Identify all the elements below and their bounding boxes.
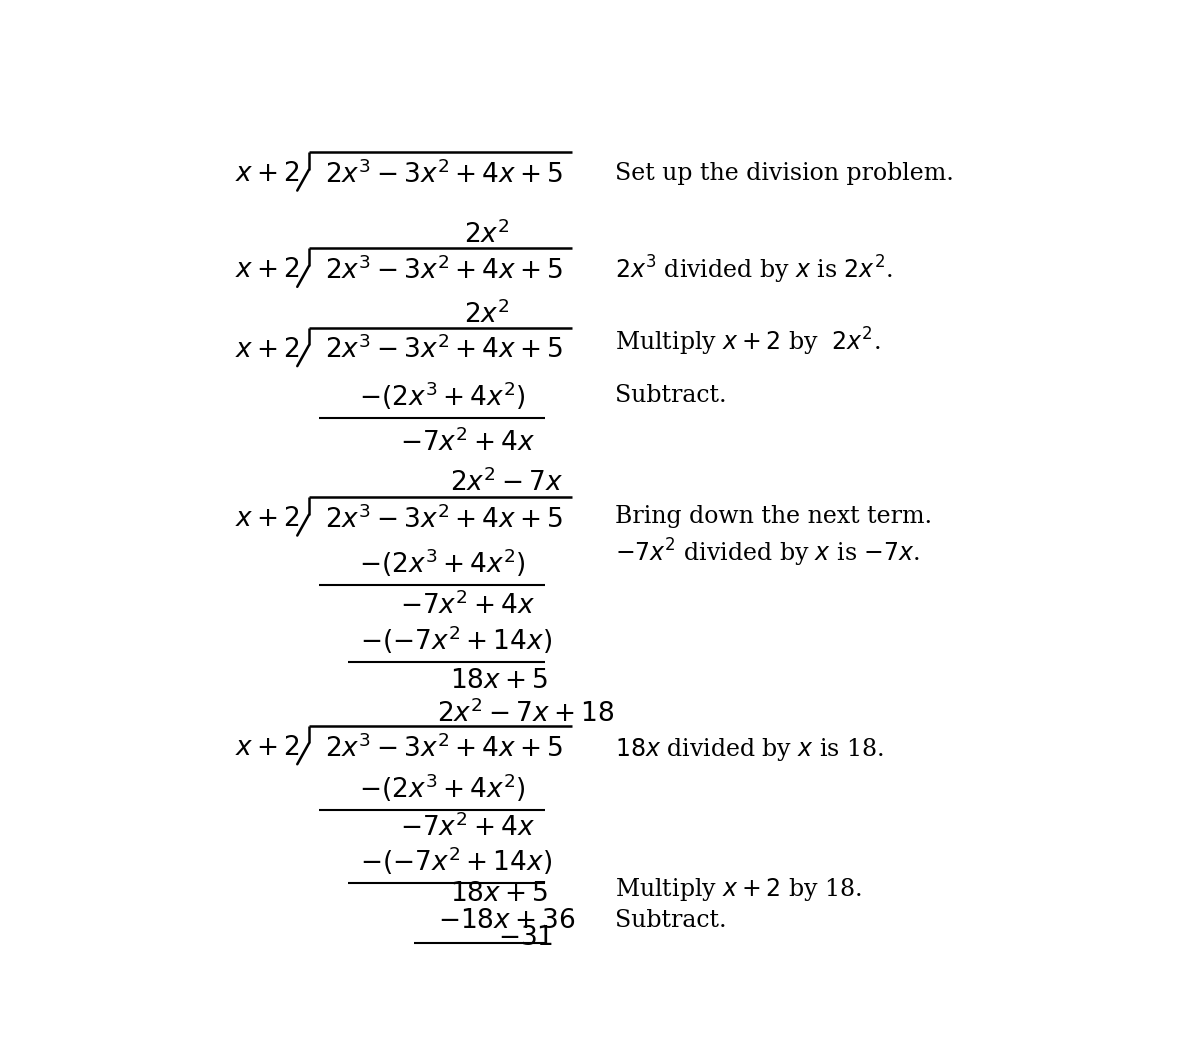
Text: $-(2x^3 + 4x^2)$: $-(2x^3 + 4x^2)$	[360, 771, 527, 804]
Text: $2x^2 - 7x$: $2x^2 - 7x$	[450, 467, 563, 496]
Text: $2x^3 - 3x^2 + 4x + 5$: $2x^3 - 3x^2 + 4x + 5$	[325, 256, 564, 285]
Text: Set up the division problem.: Set up the division problem.	[616, 162, 954, 185]
Text: Multiply $x + 2$ by $\ 2x^2$.: Multiply $x + 2$ by $\ 2x^2$.	[616, 325, 881, 358]
Text: $18x + 5$: $18x + 5$	[450, 668, 547, 692]
Text: $-7x^2$ divided by $x$ is $-7x$.: $-7x^2$ divided by $x$ is $-7x$.	[616, 537, 920, 569]
Text: $-(2x^3 + 4x^2)$: $-(2x^3 + 4x^2)$	[360, 379, 527, 412]
Text: $x + 2$: $x + 2$	[235, 507, 300, 531]
Text: $x + 2$: $x + 2$	[235, 735, 300, 759]
Text: $-18x + 36$: $-18x + 36$	[438, 908, 575, 933]
Text: Subtract.: Subtract.	[616, 383, 727, 407]
Text: Bring down the next term.: Bring down the next term.	[616, 504, 932, 528]
Text: $-(-7x^2 + 14x)$: $-(-7x^2 + 14x)$	[360, 844, 552, 877]
Text: $2x^2 - 7x + 18$: $2x^2 - 7x + 18$	[437, 699, 614, 726]
Text: $x + 2$: $x + 2$	[235, 257, 300, 282]
Text: $-7x^2 + 4x$: $-7x^2 + 4x$	[400, 427, 535, 456]
Text: $2x^3$ divided by $x$ is $2x^2$.: $2x^3$ divided by $x$ is $2x^2$.	[616, 254, 893, 286]
Text: $18x$ divided by $x$ is 18.: $18x$ divided by $x$ is 18.	[616, 736, 884, 764]
Text: $x + 2$: $x + 2$	[235, 161, 300, 186]
Text: $-31$: $-31$	[498, 925, 553, 950]
Text: $2x^3 - 3x^2 + 4x + 5$: $2x^3 - 3x^2 + 4x + 5$	[325, 159, 564, 188]
Text: $-(-7x^2 + 14x)$: $-(-7x^2 + 14x)$	[360, 623, 552, 655]
Text: $2x^3 - 3x^2 + 4x + 5$: $2x^3 - 3x^2 + 4x + 5$	[325, 335, 564, 363]
Text: Multiply $x + 2$ by 18.: Multiply $x + 2$ by 18.	[616, 876, 862, 904]
Text: $-7x^2 + 4x$: $-7x^2 + 4x$	[400, 590, 535, 619]
Text: $2x^2$: $2x^2$	[464, 299, 510, 328]
Text: Subtract.: Subtract.	[616, 909, 727, 932]
Text: $x + 2$: $x + 2$	[235, 337, 300, 362]
Text: $2x^3 - 3x^2 + 4x + 5$: $2x^3 - 3x^2 + 4x + 5$	[325, 733, 564, 761]
Text: $-(2x^3 + 4x^2)$: $-(2x^3 + 4x^2)$	[360, 546, 527, 579]
Text: $2x^2$: $2x^2$	[464, 220, 510, 247]
Text: $-7x^2 + 4x$: $-7x^2 + 4x$	[400, 812, 535, 841]
Text: $2x^3 - 3x^2 + 4x + 5$: $2x^3 - 3x^2 + 4x + 5$	[325, 504, 564, 533]
Text: $18x + 5$: $18x + 5$	[450, 881, 547, 906]
